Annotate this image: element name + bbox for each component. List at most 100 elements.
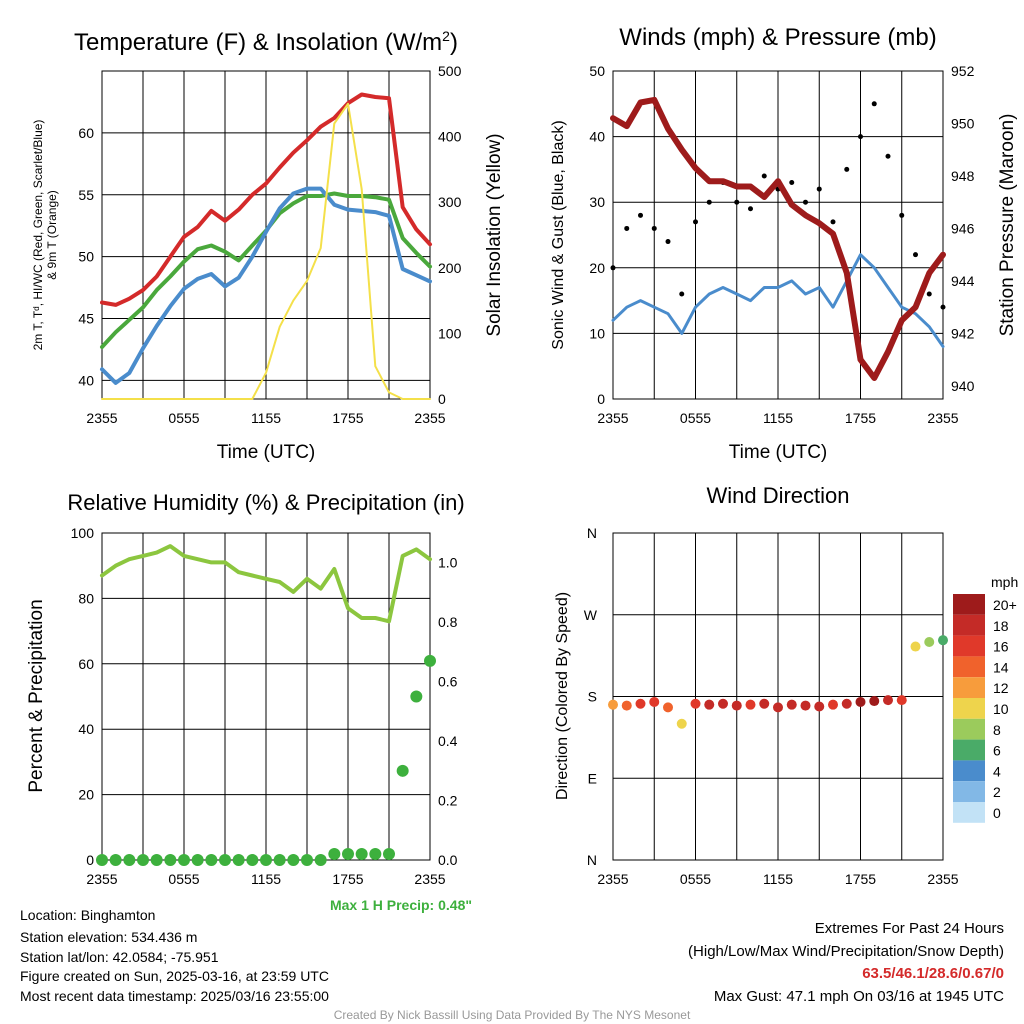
precip-point (123, 854, 136, 866)
x-tick-label: 2355 (597, 410, 628, 426)
y-tick-label-right: 200 (438, 260, 462, 276)
series-line-sonic-wind (611, 253, 945, 348)
recent-data-text: Most recent data timestamp: 2025/03/16 2… (20, 988, 329, 1004)
speed-legend-swatch (953, 635, 985, 657)
precip-point (96, 854, 108, 866)
gust-point (624, 225, 630, 231)
precip-point (369, 848, 382, 861)
y-tick-label-left: E (588, 770, 597, 786)
x-tick-label: 1155 (251, 410, 281, 426)
wind-direction-title: Wind Direction (706, 483, 849, 508)
precip-point (328, 848, 341, 861)
gust-point (885, 153, 891, 159)
y-tick-label-left: 30 (589, 194, 605, 210)
precip-annotation: Max 1 H Precip: 0.48" (330, 897, 472, 913)
y-tick-label-left: S (588, 689, 597, 705)
max-gust-text: Max Gust: 47.1 mph On 03/16 at 1945 UTC (713, 988, 1004, 1005)
y-tick-label-right: 300 (438, 194, 462, 210)
speed-legend-label: 10 (993, 701, 1009, 717)
speed-legend-label: 8 (993, 722, 1001, 738)
winds-xlabel: Time (UTC) (729, 442, 828, 463)
precip-point (260, 854, 272, 866)
wind-direction-point (608, 699, 618, 710)
figure-created-text: Figure created on Sun, 2025-03-16, at 23… (20, 968, 329, 984)
y-tick-label-left: 20 (78, 787, 94, 803)
y-tick-label-left: 0 (86, 852, 94, 868)
speed-legend-label: 6 (993, 743, 1001, 759)
y-tick-label-right: 1.0 (438, 555, 458, 571)
speed-legend-swatch (953, 718, 985, 740)
wind-direction-point (759, 698, 770, 709)
speed-legend-swatch (953, 739, 985, 761)
elevation-text: Station elevation: 534.436 m (20, 929, 198, 945)
precip-point (355, 848, 368, 861)
y-tick-label-left: 100 (71, 525, 95, 541)
latlon-text: Station lat/lon: 42.0584; -75.951 (20, 949, 219, 965)
y-tick-label-right: 940 (951, 378, 975, 394)
speed-legend-label: 0 (993, 805, 1001, 821)
gust-point (706, 199, 712, 205)
x-tick-label: 1755 (845, 871, 876, 887)
speed-legend-label: 2 (993, 784, 1001, 800)
y-tick-label-left: 40 (589, 129, 605, 145)
precip-point (178, 854, 190, 866)
wind-direction-point (855, 696, 866, 707)
gust-point (761, 173, 767, 179)
y-tick-label-right: 942 (951, 325, 975, 341)
speed-legend-label: 20+ (993, 597, 1017, 613)
wind-direction-point (663, 702, 673, 713)
speed-legend-swatch (953, 614, 985, 636)
credit-line: Created By Nick Bassill Using Data Provi… (334, 1008, 691, 1022)
insolation-ylabel-right: Solar Insolation (Yellow) (484, 133, 505, 336)
y-tick-label-left: 80 (78, 590, 94, 606)
speed-legend-swatch (953, 677, 985, 698)
y-tick-label-right: 0.0 (438, 852, 458, 868)
speed-legend-title: mph (991, 574, 1018, 590)
wind-direction-point (676, 718, 687, 729)
gust-point (610, 265, 616, 271)
precip-point (383, 848, 395, 861)
extremes-values: 63.5/46.1/28.6/0.67/0 (862, 965, 1004, 982)
y-tick-label-left: 0 (597, 391, 605, 407)
wind-direction-point (910, 641, 921, 652)
x-tick-label: 1155 (763, 871, 793, 887)
precip-point (205, 854, 218, 866)
wind-direction-point (869, 696, 880, 707)
speed-legend-swatch (953, 698, 985, 719)
winds-title: Winds (mph) & Pressure (mb) (619, 24, 936, 51)
humidity-ylabel-left: Percent & Precipitation (26, 599, 47, 792)
wind-direction-point (718, 698, 728, 709)
gust-point (693, 219, 698, 225)
precip-point (191, 854, 204, 866)
wind-direction-point (841, 698, 852, 709)
y-tick-label-right: 944 (951, 273, 975, 289)
wind-direction-point (896, 695, 907, 706)
wind-direction-point (731, 700, 742, 711)
y-tick-label-left: 55 (78, 187, 94, 203)
y-tick-label-right: 950 (951, 115, 975, 131)
y-tick-label-left: 50 (78, 249, 94, 265)
wind-direction-point (786, 699, 797, 710)
speed-legend-label: 12 (993, 680, 1009, 696)
y-tick-label-right: 400 (438, 129, 462, 145)
gust-point (789, 180, 795, 186)
precip-point (137, 854, 149, 866)
gust-point (926, 291, 932, 297)
y-tick-label-left: 10 (589, 325, 605, 341)
x-tick-label: 2355 (86, 871, 117, 887)
precip-point (273, 854, 286, 866)
x-tick-label: 2355 (597, 871, 628, 887)
gust-point (940, 304, 946, 310)
gust-point (858, 134, 863, 140)
wind-direction-panel: Wind Direction 2355 0555 1155 1755 2355NESWN… (554, 483, 1018, 887)
y-tick-label-left: 40 (78, 372, 94, 388)
speed-legend-label: 14 (993, 659, 1009, 675)
wind-direction-point (704, 699, 715, 710)
y-tick-label-right: 952 (951, 63, 975, 79)
y-tick-label-right: 0 (438, 391, 446, 407)
y-tick-label-right: 0.6 (438, 674, 458, 690)
x-tick-label: 0555 (168, 410, 199, 426)
wind-direction-point (938, 635, 948, 646)
speed-legend: mph 20+ 18 16 14 12 10 8 6 4 2 0 (953, 574, 1018, 823)
